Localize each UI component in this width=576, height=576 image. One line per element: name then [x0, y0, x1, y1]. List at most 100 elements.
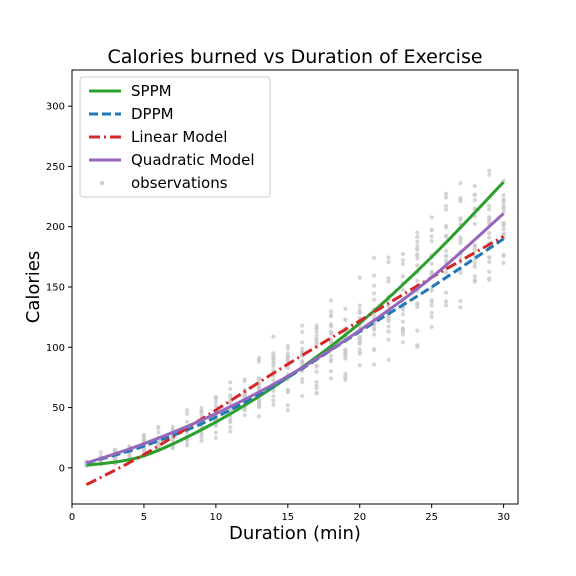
observation-point: [256, 357, 262, 362]
observation-point: [285, 365, 290, 371]
observation-point: [328, 353, 334, 358]
observation-point: [443, 303, 449, 308]
observation-point: [300, 376, 305, 382]
observation-point: [357, 363, 362, 368]
observation-point: [487, 235, 492, 240]
observation-point: [113, 447, 118, 452]
observation-point: [501, 232, 506, 237]
observation-point: [184, 411, 190, 416]
x-tick-label: 20: [353, 512, 366, 523]
observation-point: [429, 239, 434, 244]
y-axis-ticks: 0 50 100 150 200 250 300: [46, 102, 72, 474]
observation-point: [443, 233, 449, 238]
observation-point: [487, 215, 492, 221]
observation-point: [213, 399, 218, 405]
legend-items: SPPM DPPM Linear Model Quadratic Model obser…: [89, 82, 255, 192]
series-line-dppm: [85, 237, 505, 465]
x-tick-label: 30: [497, 512, 510, 523]
observation-point: [357, 334, 362, 339]
observation-point: [256, 377, 262, 382]
y-tick-label: 200: [46, 222, 65, 233]
series-line-sppm: [86, 181, 505, 467]
observation-point: [228, 429, 233, 434]
observation-point: [487, 259, 492, 264]
observation-point: [400, 312, 406, 317]
observation-point: [458, 216, 463, 221]
observation-point: [156, 430, 161, 435]
observation-point: [372, 255, 377, 260]
observation-point: [271, 378, 276, 383]
observation-point: [429, 288, 434, 293]
observation-point: [472, 248, 477, 253]
observation-point: [415, 230, 420, 235]
observation-point: [415, 304, 420, 310]
observation-point: [458, 199, 463, 204]
observation-point: [372, 273, 377, 278]
observation-point: [429, 310, 434, 316]
observation-point: [199, 405, 204, 410]
legend-label-quadratic-model: Quadratic Model: [131, 151, 255, 169]
observation-point: [501, 252, 506, 257]
observation-point: [328, 359, 334, 364]
observation-point: [487, 207, 492, 212]
observation-point: [213, 430, 218, 435]
observation-point: [285, 351, 290, 356]
observation-point: [501, 224, 506, 229]
observation-point: [443, 207, 449, 212]
observation-point: [141, 438, 147, 443]
observation-point: [199, 434, 204, 440]
observation-point: [415, 343, 420, 348]
observation-point: [343, 377, 348, 382]
observation-point: [415, 234, 420, 240]
observation-point: [271, 363, 276, 368]
observation-point: [300, 323, 305, 328]
observation-point: [472, 183, 477, 189]
observation-point: [415, 247, 420, 252]
observation-point: [400, 252, 406, 257]
observation-point: [199, 410, 204, 415]
observation-point: [400, 307, 406, 312]
observation-point: [300, 340, 305, 345]
observation-point: [487, 269, 492, 274]
observation-point: [141, 434, 147, 439]
observation-point: [443, 270, 449, 275]
observation-point: [458, 256, 463, 261]
observation-point: [314, 383, 319, 388]
observation-point: [328, 313, 334, 318]
observation-point: [156, 444, 161, 449]
observation-point: [372, 297, 377, 302]
observation-point: [429, 261, 434, 266]
observation-point: [343, 317, 348, 322]
observation-point: [372, 347, 377, 352]
observation-point: [300, 329, 305, 335]
observation-point: [429, 227, 434, 232]
observation-point: [328, 309, 334, 314]
observation-point: [458, 299, 463, 304]
observation-point: [328, 330, 334, 336]
observation-point: [328, 369, 334, 374]
observation-point: [472, 264, 477, 269]
observation-point: [184, 419, 190, 424]
observation-point: [256, 403, 262, 408]
observation-point: [386, 279, 391, 284]
chart-title: Calories burned vs Duration of Exercise: [107, 46, 482, 68]
observation-point: [501, 197, 506, 203]
plot-area: 0 5 10 15 20 25 30 0 50 100 150 200 250 300: [46, 69, 519, 523]
observation-point: [415, 256, 420, 261]
observation-point: [271, 402, 276, 407]
observation-point: [314, 379, 319, 385]
observation-point: [357, 310, 362, 315]
observation-point: [343, 374, 348, 379]
observation-point: [98, 450, 103, 455]
observation-point: [156, 424, 161, 430]
observation-point: [487, 255, 492, 260]
y-axis-label: Calories: [23, 251, 44, 323]
observation-point: [357, 303, 362, 308]
y-tick-label: 250: [46, 162, 65, 173]
observation-point: [213, 435, 218, 441]
series-line-linear-model: [85, 235, 505, 487]
observation-point: [271, 393, 276, 399]
observation-point: [458, 241, 463, 246]
observation-point: [472, 197, 477, 203]
observation-point: [343, 350, 348, 356]
